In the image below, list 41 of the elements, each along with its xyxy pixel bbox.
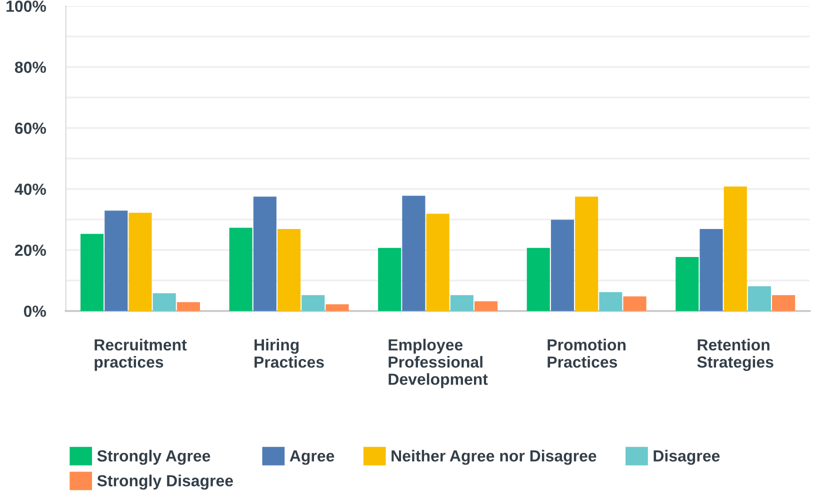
bar (450, 295, 474, 311)
bar (302, 295, 325, 311)
bar (378, 248, 402, 311)
bar (277, 228, 301, 311)
y-tick-label: 40% (14, 184, 46, 195)
bar (772, 295, 796, 311)
bar (80, 234, 104, 311)
bar (128, 212, 152, 311)
bar (152, 293, 176, 311)
bar (229, 228, 252, 311)
y-tick-label: 0% (24, 306, 46, 317)
bar (253, 196, 276, 311)
bar (599, 292, 622, 311)
bar (426, 214, 450, 311)
legend-label: Strongly Agree (97, 450, 210, 465)
legend-label: Agree (290, 450, 334, 465)
bar (676, 257, 699, 311)
y-tick-label: 20% (14, 244, 46, 256)
x-tick-label: Recruitment practices (94, 338, 187, 371)
bar (550, 220, 574, 311)
bar (623, 296, 646, 311)
y-tick-label: 60% (15, 122, 46, 134)
bar (104, 210, 128, 311)
legend-label: Neither Agree nor Disagree (392, 450, 596, 465)
bar (724, 186, 747, 311)
bar (575, 196, 598, 311)
bar (474, 301, 498, 311)
bar (176, 302, 200, 311)
y-tick-label: 80% (14, 62, 46, 73)
bar (402, 196, 426, 311)
y-tick-label: 100% (6, 0, 46, 12)
x-tick-label: Hiring Practices (254, 338, 324, 368)
legend-label: Strongly Disagree (97, 474, 233, 490)
legend-label: Disagree (654, 450, 720, 465)
x-tick-label: Retention Strategies (697, 338, 774, 371)
bar (326, 304, 349, 311)
bar (700, 228, 723, 311)
x-tick-label: Employee Professional Development (388, 338, 488, 388)
bar (748, 286, 771, 311)
bar (526, 248, 550, 311)
x-tick-label: Promotion Practices (548, 338, 626, 368)
